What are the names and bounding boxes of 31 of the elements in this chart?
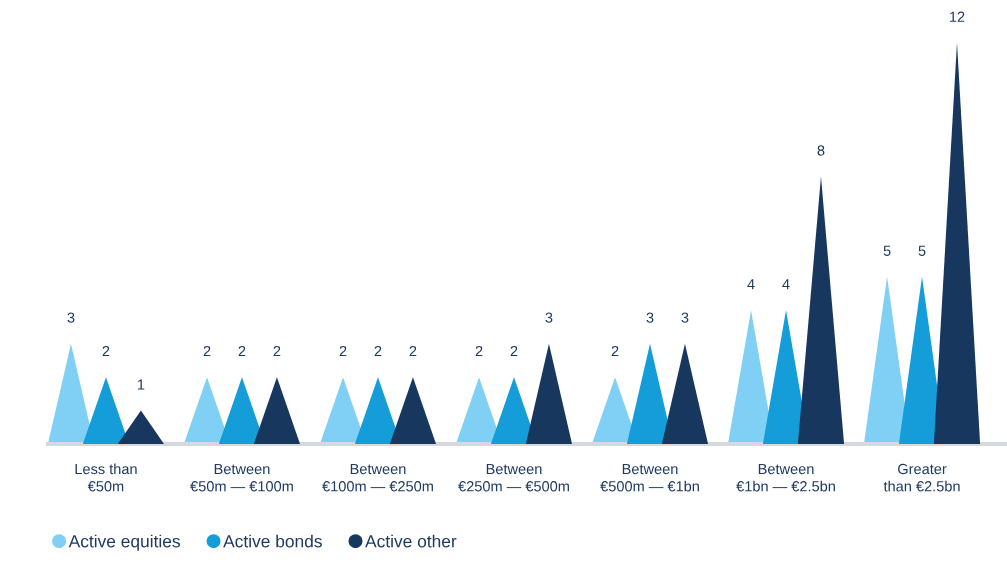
data-label: 2 bbox=[102, 345, 110, 357]
legend-label: Active bonds bbox=[223, 534, 322, 548]
data-label: 2 bbox=[273, 345, 281, 357]
data-label: 8 bbox=[817, 145, 825, 156]
x-tick-label: Between €1bn — €2.5bn bbox=[736, 463, 835, 492]
data-label: 2 bbox=[203, 345, 211, 357]
x-tick-label: Between €500m — €1bn bbox=[600, 463, 699, 492]
x-tick-label: Between €250m — €500m bbox=[458, 463, 569, 492]
data-label: 1 bbox=[137, 379, 145, 390]
data-label: 2 bbox=[238, 345, 246, 357]
data-label: 2 bbox=[409, 345, 417, 357]
data-label: 12 bbox=[949, 11, 965, 22]
x-tick-label: Greater than €2.5bn bbox=[883, 463, 960, 492]
x-tick-label: Between €50m — €100m bbox=[190, 463, 293, 492]
data-label: 3 bbox=[681, 312, 689, 323]
data-label: 2 bbox=[339, 345, 347, 357]
data-label: 2 bbox=[611, 345, 619, 357]
x-tick-label: Between €100m — €250m bbox=[322, 463, 433, 492]
data-label: 3 bbox=[545, 312, 553, 323]
legend-label: Active other bbox=[365, 534, 457, 548]
data-label: 3 bbox=[67, 312, 75, 323]
data-label: 5 bbox=[918, 245, 926, 256]
data-label: 5 bbox=[883, 245, 891, 256]
legend-label: Active equities bbox=[68, 534, 180, 551]
data-label: 2 bbox=[475, 345, 483, 357]
data-label: 4 bbox=[782, 279, 790, 290]
x-tick-label: Less than €50m bbox=[75, 463, 137, 492]
data-label: 2 bbox=[510, 345, 518, 357]
data-label: 4 bbox=[747, 279, 755, 290]
data-label: 2 bbox=[374, 345, 382, 357]
data-label: 3 bbox=[646, 312, 654, 323]
